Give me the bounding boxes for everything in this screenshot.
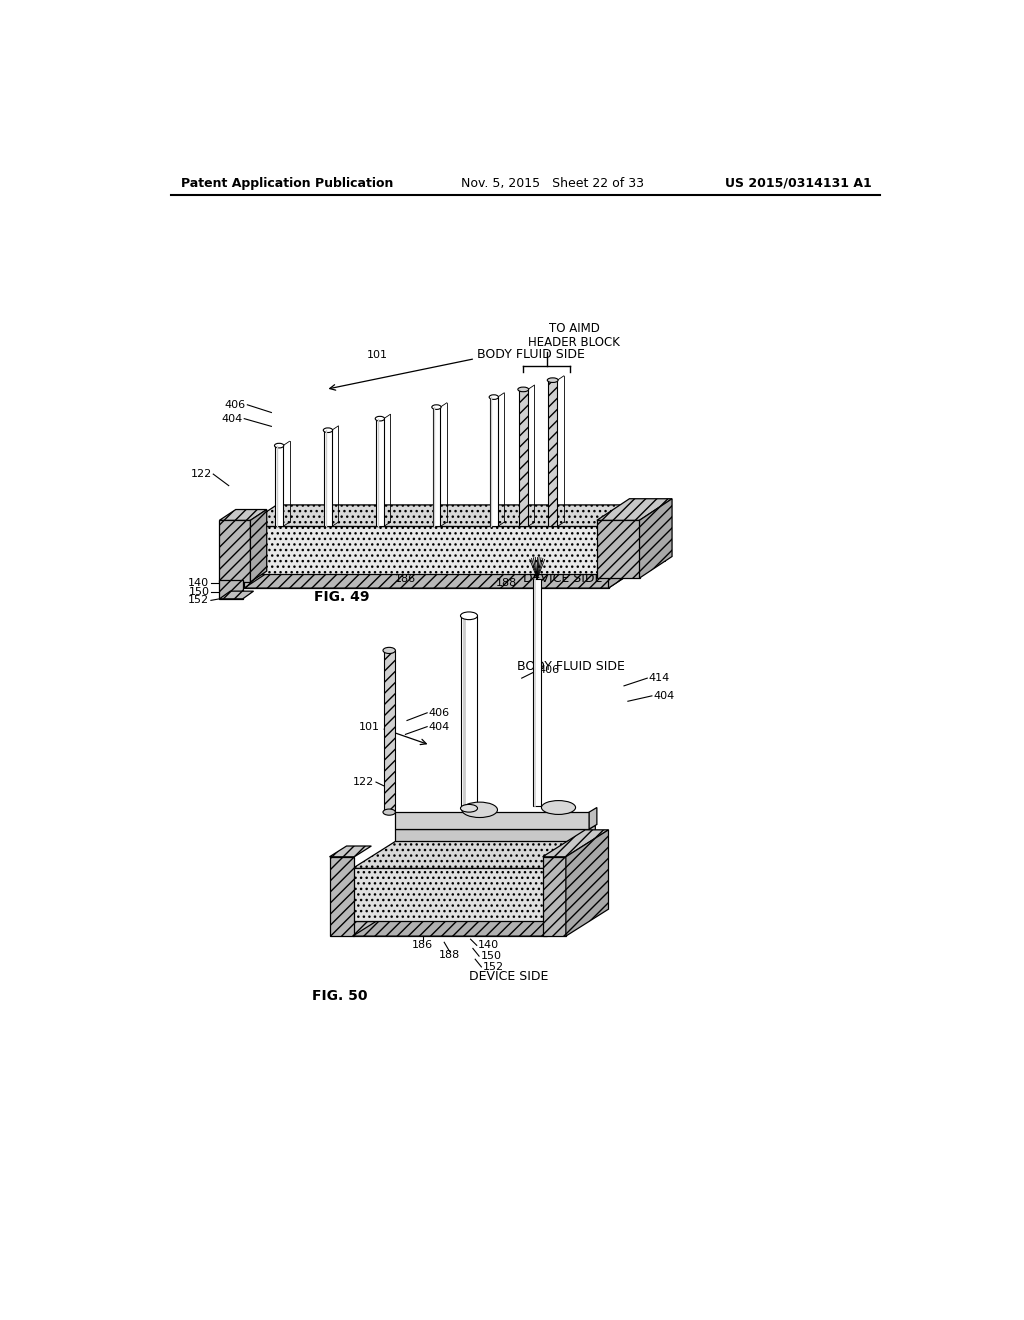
Polygon shape (640, 499, 672, 578)
Polygon shape (395, 812, 589, 829)
Text: 188: 188 (496, 578, 517, 589)
Text: 122: 122 (190, 469, 212, 479)
Polygon shape (251, 510, 266, 582)
Polygon shape (330, 846, 372, 857)
Text: 152: 152 (483, 962, 504, 972)
Text: TO AIMD
HEADER BLOCK: TO AIMD HEADER BLOCK (528, 322, 621, 350)
Text: DEVICE SIDE: DEVICE SIDE (469, 970, 549, 982)
Polygon shape (432, 407, 440, 527)
Text: Patent Application Publication: Patent Application Publication (180, 177, 393, 190)
Ellipse shape (489, 395, 499, 400)
Text: US 2015/0314131 A1: US 2015/0314131 A1 (725, 177, 872, 190)
Polygon shape (608, 506, 641, 574)
Polygon shape (384, 651, 394, 812)
Text: 406: 406 (224, 400, 246, 409)
Text: 414: 414 (649, 673, 670, 684)
Text: 150: 150 (480, 952, 502, 961)
Polygon shape (324, 430, 332, 527)
Text: 140: 140 (640, 531, 660, 541)
Polygon shape (352, 920, 572, 936)
Polygon shape (245, 574, 608, 589)
Text: 150: 150 (643, 543, 665, 552)
Polygon shape (547, 904, 572, 936)
Ellipse shape (383, 647, 395, 653)
Polygon shape (352, 869, 547, 921)
Text: 122: 122 (353, 777, 375, 787)
Text: FIG. 49: FIG. 49 (314, 590, 370, 605)
Ellipse shape (274, 444, 284, 447)
Text: 152: 152 (647, 554, 669, 564)
Polygon shape (461, 615, 477, 808)
Text: 140: 140 (478, 940, 500, 950)
Polygon shape (543, 830, 608, 857)
Polygon shape (219, 520, 251, 582)
Ellipse shape (542, 800, 575, 814)
Ellipse shape (461, 804, 477, 812)
Text: 150: 150 (188, 587, 209, 597)
Ellipse shape (375, 416, 385, 421)
Text: 140: 140 (188, 578, 209, 589)
Ellipse shape (547, 378, 558, 383)
Polygon shape (395, 829, 589, 841)
Text: DEVICE SIDE: DEVICE SIDE (523, 572, 603, 585)
Polygon shape (589, 808, 597, 829)
Polygon shape (518, 389, 528, 527)
Polygon shape (219, 581, 243, 599)
Text: 188: 188 (439, 949, 460, 960)
Text: 406: 406 (429, 708, 450, 718)
Polygon shape (547, 841, 589, 921)
Polygon shape (566, 830, 608, 936)
Text: 404: 404 (653, 690, 675, 701)
Ellipse shape (324, 428, 333, 433)
Polygon shape (543, 857, 566, 936)
Ellipse shape (461, 612, 477, 619)
Polygon shape (489, 397, 498, 527)
Text: FIG. 50: FIG. 50 (312, 989, 368, 1003)
Polygon shape (245, 566, 641, 589)
Text: 404: 404 (429, 722, 450, 731)
Polygon shape (352, 841, 589, 869)
Polygon shape (589, 825, 595, 841)
Ellipse shape (432, 405, 441, 409)
Polygon shape (245, 506, 641, 527)
Polygon shape (534, 579, 541, 807)
Polygon shape (352, 921, 547, 936)
Polygon shape (245, 527, 608, 574)
Text: BODY FLUID SIDE: BODY FLUID SIDE (517, 660, 625, 673)
Text: BODY FLUID SIDE: BODY FLUID SIDE (477, 348, 585, 362)
Text: 186: 186 (412, 940, 433, 950)
Ellipse shape (518, 387, 528, 392)
Polygon shape (330, 857, 354, 936)
Text: 186: 186 (395, 574, 416, 583)
Polygon shape (275, 446, 283, 527)
Polygon shape (608, 553, 641, 589)
Text: 404: 404 (221, 413, 243, 424)
Text: 140: 140 (347, 883, 369, 894)
Ellipse shape (462, 803, 498, 817)
Polygon shape (597, 520, 640, 578)
Text: 101: 101 (358, 722, 380, 731)
Text: 152: 152 (188, 595, 209, 606)
Text: Nov. 5, 2015   Sheet 22 of 33: Nov. 5, 2015 Sheet 22 of 33 (461, 177, 644, 190)
Text: 406: 406 (539, 665, 560, 676)
Polygon shape (219, 591, 254, 599)
Ellipse shape (383, 809, 395, 816)
Text: 101: 101 (367, 350, 388, 360)
Polygon shape (219, 510, 266, 520)
Polygon shape (548, 380, 557, 527)
Polygon shape (597, 499, 672, 520)
Polygon shape (376, 418, 384, 527)
